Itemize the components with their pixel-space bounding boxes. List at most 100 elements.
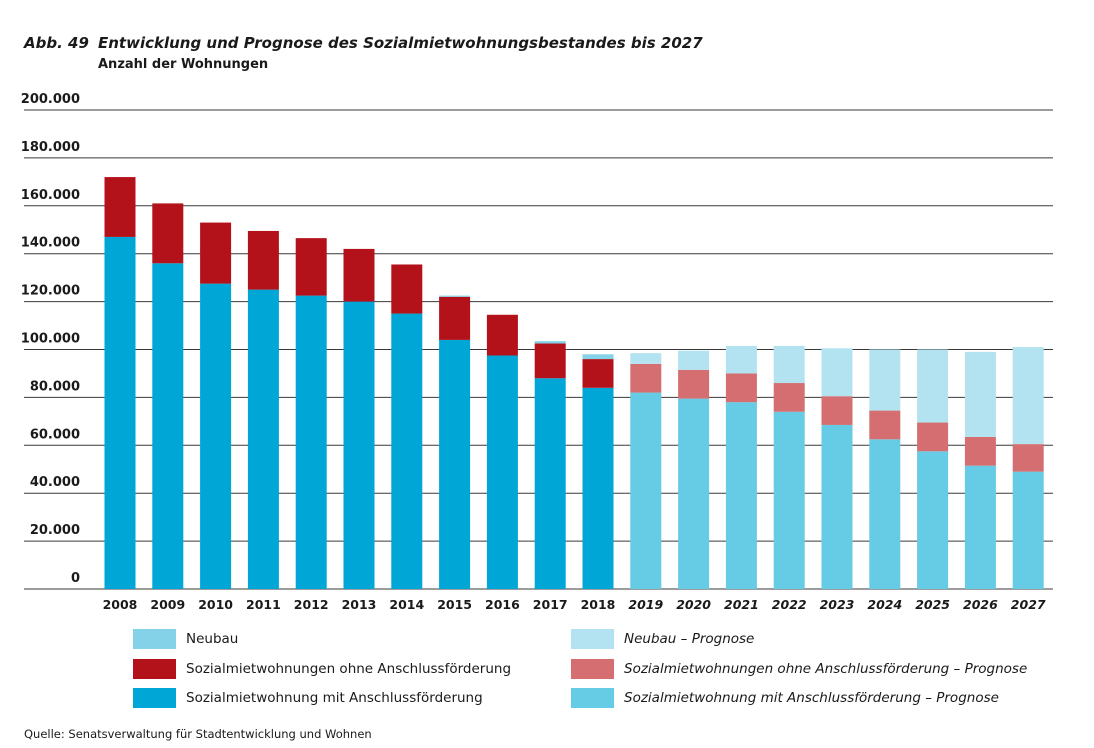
legend-label-ohne: Sozialmietwohnungen ohne Anschlussförder… (186, 660, 512, 677)
y-tick-label: 60.000 (30, 427, 80, 442)
y-tick-label: 160.000 (21, 188, 80, 203)
y-tick-label: 80.000 (30, 379, 80, 394)
source-note: Quelle: Senatsverwaltung für Stadtentwic… (24, 727, 372, 741)
legend-swatch-mit-prognose (571, 688, 614, 708)
x-tick-label: 2009 (150, 597, 185, 612)
bar-ohne-anschlussfoerderung (630, 363, 662, 393)
bar-ohne-anschlussfoerderung (725, 373, 757, 403)
bar-mit-anschlussfoerderung (964, 465, 996, 589)
x-tick-label: 2014 (389, 597, 424, 612)
bar-neubau (869, 349, 901, 411)
bar-ohne-anschlussfoerderung (486, 314, 518, 356)
bar-ohne-anschlussfoerderung (678, 369, 710, 399)
x-tick-label: 2017 (533, 597, 568, 612)
x-tick-label: 2024 (867, 597, 902, 612)
bar-mit-anschlussfoerderung (630, 392, 662, 589)
x-tick-label: 2027 (1011, 597, 1046, 612)
bar-ohne-anschlussfoerderung (152, 203, 184, 264)
legend-swatch-ohne (133, 658, 176, 679)
bar-ohne-anschlussfoerderung (964, 436, 996, 466)
x-tick-label: 2026 (963, 597, 998, 612)
bar-mit-anschlussfoerderung (343, 301, 375, 589)
bar-mit-anschlussfoerderung (582, 387, 614, 589)
x-tick-label: 2015 (437, 597, 472, 612)
bar-neubau (439, 295, 471, 297)
y-tick-label: 200.000 (21, 92, 80, 107)
legend-forecast: Neubau – Prognose Sozialmietwohnungen oh… (571, 628, 1027, 717)
bar-mit-anschlussfoerderung (200, 283, 232, 589)
bar-mit-anschlussfoerderung (295, 295, 327, 589)
bar-mit-anschlussfoerderung (725, 402, 757, 589)
bar-mit-anschlussfoerderung (773, 411, 805, 589)
bar-mit-anschlussfoerderung (104, 236, 136, 589)
bar-ohne-anschlussfoerderung (343, 248, 375, 302)
bar-mit-anschlussfoerderung (439, 339, 471, 589)
bar-ohne-anschlussfoerderung (917, 422, 949, 452)
x-tick-label: 2021 (724, 597, 759, 612)
bar-ohne-anschlussfoerderung (869, 410, 901, 440)
legend-swatch-neubau (133, 629, 176, 649)
legend-item-ohne-prognose: Sozialmietwohnungen ohne Anschlussförder… (571, 658, 1027, 680)
x-tick-label: 2022 (772, 597, 807, 612)
bar-mit-anschlussfoerderung (486, 355, 518, 589)
bar-ohne-anschlussfoerderung (1012, 444, 1044, 472)
bar-ohne-anschlussfoerderung (200, 222, 232, 284)
bar-neubau (678, 350, 710, 370)
bar-neubau (821, 348, 853, 397)
figure-number: Abb. 49 (24, 34, 89, 52)
x-tick-label: 2016 (485, 597, 520, 612)
bar-ohne-anschlussfoerderung (821, 396, 853, 425)
x-tick-label: 2008 (103, 597, 138, 612)
legend-label-ohne-prognose: Sozialmietwohnungen ohne Anschlussförder… (624, 660, 1028, 677)
y-tick-label: 0 (71, 571, 80, 586)
bar-neubau (773, 345, 805, 384)
stacked-bar-chart: 0 20.000 40.000 60.000 80.000 100.000 120.000 1… (21, 92, 1053, 612)
bars (104, 177, 1044, 589)
bar-mit-anschlussfoerderung (152, 263, 184, 589)
bar-mit-anschlussfoerderung (869, 439, 901, 589)
bar-neubau (1012, 347, 1044, 445)
legend-item-neubau: Neubau (133, 628, 511, 650)
legend-actual: Neubau Sozialmietwohnungen ohne Anschlus… (133, 628, 511, 717)
x-axis-ticks: 2008 2009 2010 2011 2012 2013 2014 2015 2016 2017… (103, 597, 1046, 612)
x-tick-label: 2020 (676, 597, 711, 612)
bar-mit-anschlussfoerderung (391, 313, 423, 589)
bar-mit-anschlussfoerderung (247, 289, 279, 589)
bar-ohne-anschlussfoerderung (534, 343, 566, 379)
y-tick-label: 120.000 (21, 284, 80, 299)
bar-ohne-anschlussfoerderung (582, 359, 614, 388)
x-tick-label: 2010 (198, 597, 233, 612)
y-tick-label: 20.000 (30, 523, 80, 538)
legend-label-neubau: Neubau (186, 631, 239, 647)
chart-title: Entwicklung und Prognose des Sozialmietw… (98, 34, 703, 52)
y-tick-label: 40.000 (30, 475, 80, 490)
chart-subtitle: Anzahl der Wohnungen (98, 57, 269, 72)
y-axis-ticks: 0 20.000 40.000 60.000 80.000 100.000 120.000 1… (21, 92, 80, 586)
bar-ohne-anschlussfoerderung (773, 383, 805, 412)
legend-item-mit: Sozialmietwohnung mit Anschlussförderung (133, 687, 511, 709)
legend-swatch-neubau-prognose (571, 629, 614, 649)
legend-label-mit-prognose: Sozialmietwohnung mit Anschlussförderung… (624, 690, 999, 706)
legend-label-mit: Sozialmietwohnung mit Anschlussförderung (186, 690, 483, 706)
x-tick-label: 2013 (342, 597, 377, 612)
y-tick-label: 140.000 (21, 236, 80, 251)
bar-mit-anschlussfoerderung (917, 451, 949, 589)
bar-neubau (964, 351, 996, 437)
y-tick-label: 180.000 (21, 140, 80, 155)
bar-neubau (725, 345, 757, 374)
x-tick-label: 2018 (581, 597, 616, 612)
bar-neubau (582, 354, 614, 360)
bar-mit-anschlussfoerderung (1012, 471, 1044, 589)
legend-swatch-mit (133, 688, 176, 708)
y-tick-label: 100.000 (21, 332, 80, 347)
bar-neubau (630, 353, 662, 364)
bar-neubau (917, 349, 949, 423)
legend-item-ohne: Sozialmietwohnungen ohne Anschlussförder… (133, 658, 511, 680)
bar-ohne-anschlussfoerderung (391, 264, 423, 314)
bar-ohne-anschlussfoerderung (295, 238, 327, 296)
legend-item-neubau-prognose: Neubau – Prognose (571, 628, 1027, 650)
bar-ohne-anschlussfoerderung (439, 296, 471, 340)
x-tick-label: 2023 (820, 597, 855, 612)
bar-mit-anschlussfoerderung (821, 424, 853, 589)
legend-label-neubau-prognose: Neubau – Prognose (624, 631, 755, 647)
